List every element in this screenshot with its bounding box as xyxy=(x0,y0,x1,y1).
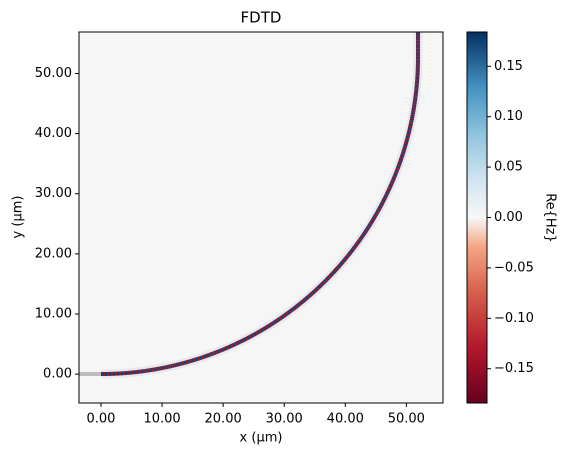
field-wave-positive xyxy=(100,32,420,376)
x-tick-label: 30.00 xyxy=(266,412,303,427)
colorbar-tick-label: 0.05 xyxy=(494,160,523,175)
x-tick-label: 40.00 xyxy=(327,412,364,427)
y-tick-label: 20.00 xyxy=(35,246,72,261)
x-tick-label: 0.00 xyxy=(87,412,116,427)
x-tick-label: 50.00 xyxy=(388,412,425,427)
y-axis-label: y (µm) xyxy=(11,196,26,239)
y-tick-label: 50.00 xyxy=(35,66,72,81)
y-tick-label: 40.00 xyxy=(35,126,72,141)
y-tick-label: 0.00 xyxy=(43,367,72,382)
colorbar-tick-label: 0.00 xyxy=(494,210,523,225)
x-tick-label: 10.00 xyxy=(143,412,180,427)
colorbar-label: Re{Hz} xyxy=(543,193,558,243)
plot-frame xyxy=(78,31,444,404)
colorbar xyxy=(466,31,488,404)
field xyxy=(79,32,423,379)
x-tick-label: 20.00 xyxy=(205,412,242,427)
y-tick-label: 10.00 xyxy=(35,307,72,322)
chart-title: FDTD xyxy=(241,9,282,27)
x-axis-label: x (µm) xyxy=(240,431,283,446)
y-tick-label: 30.00 xyxy=(35,186,72,201)
colorbar-tick-label: 0.10 xyxy=(494,109,523,124)
colorbar-tick-label: 0.15 xyxy=(494,59,523,74)
colorbar-tick-label: −0.05 xyxy=(494,260,534,275)
field-background xyxy=(79,32,443,403)
field-wave-negative xyxy=(100,32,420,376)
colorbar-tick-label: −0.15 xyxy=(494,361,534,376)
colorbar-tick-label: −0.10 xyxy=(494,311,534,326)
